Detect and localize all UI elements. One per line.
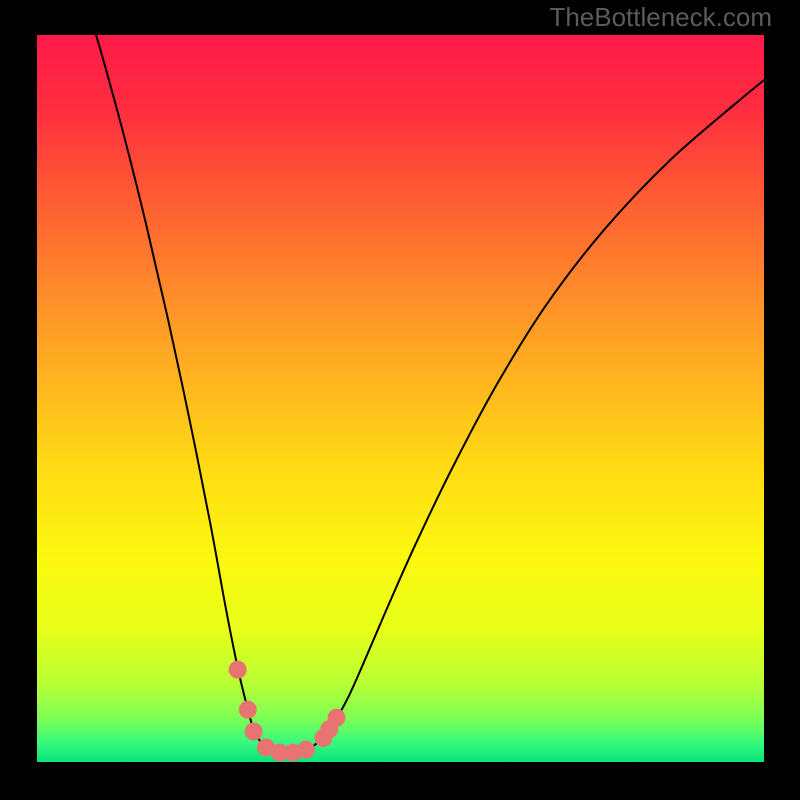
curve-marker	[297, 741, 315, 759]
curve-marker	[239, 701, 257, 719]
curve-marker	[229, 661, 247, 679]
curve-layer	[0, 0, 800, 800]
chart-canvas: TheBottleneck.com	[0, 0, 800, 800]
curve-markers	[229, 661, 346, 762]
curve-marker	[328, 709, 346, 727]
watermark-text: TheBottleneck.com	[549, 2, 772, 33]
v-curve	[92, 20, 764, 754]
curve-marker	[245, 722, 263, 740]
